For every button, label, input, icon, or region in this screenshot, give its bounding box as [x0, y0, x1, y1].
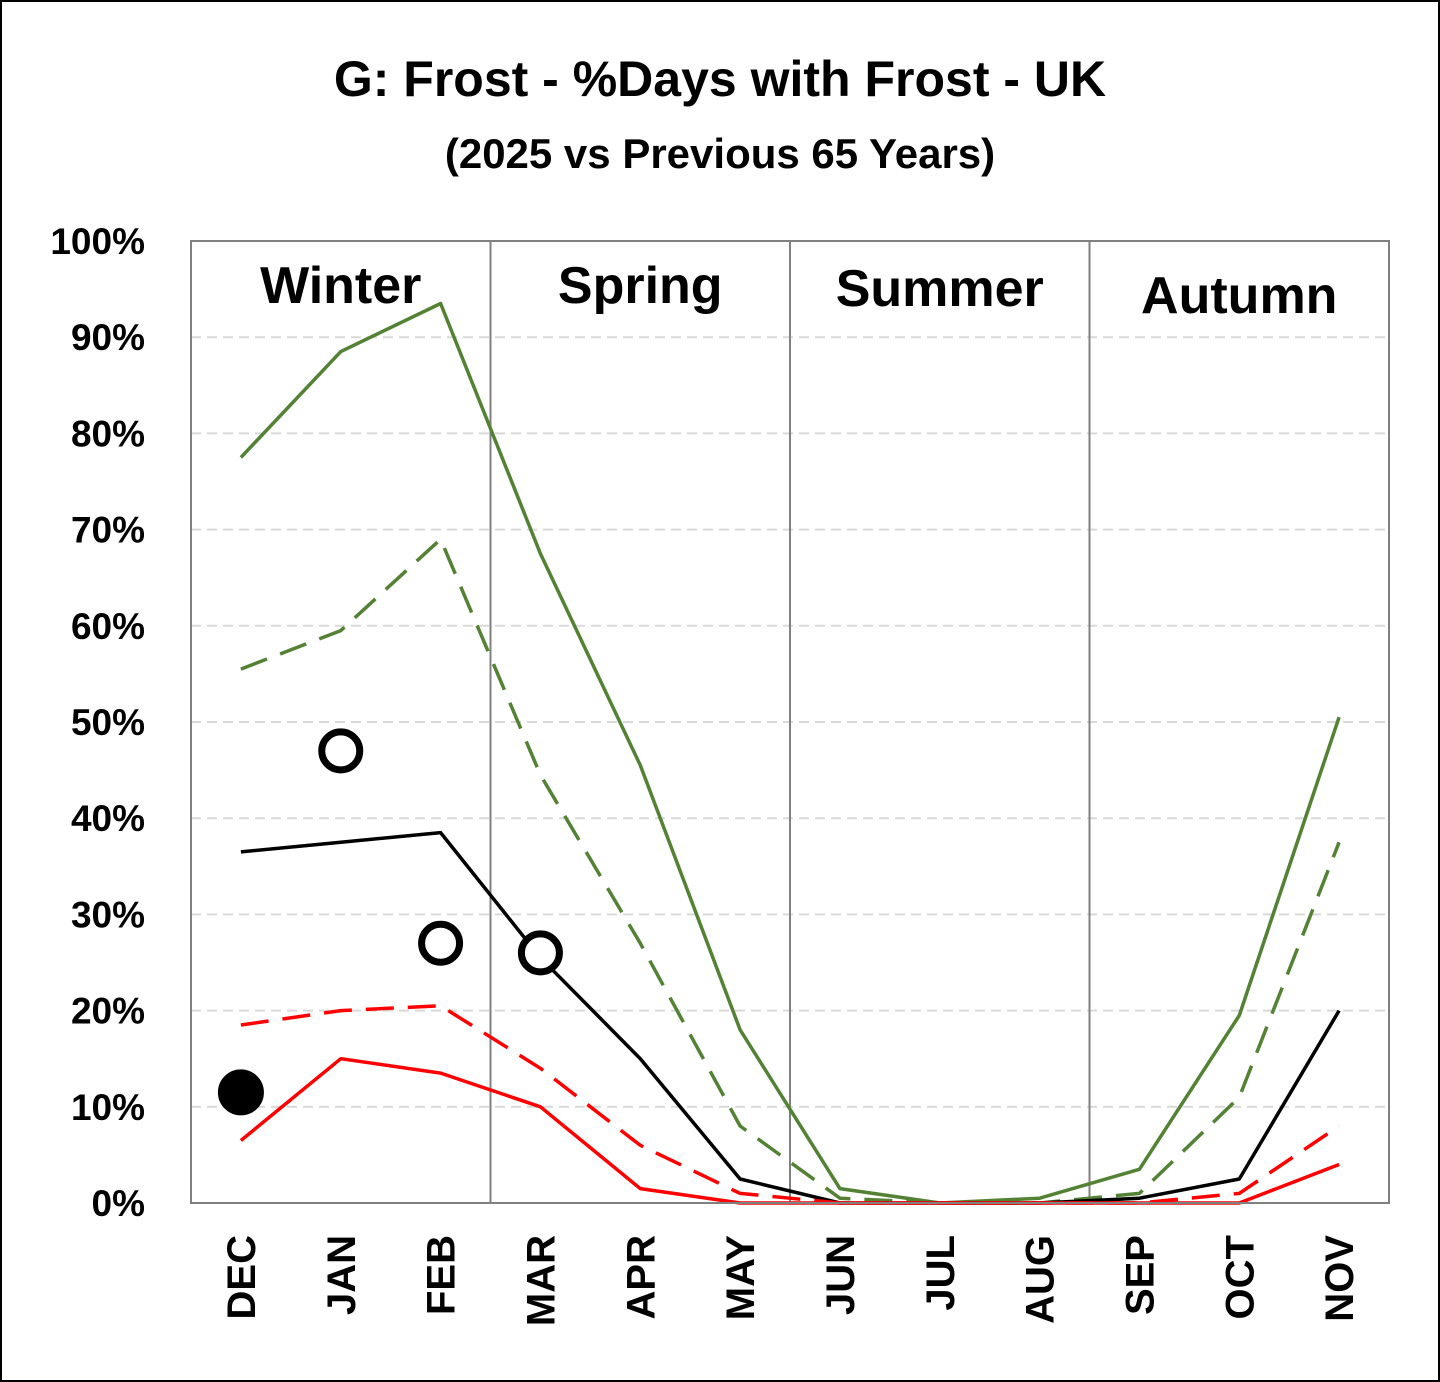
y-tick-label: 40%	[71, 798, 145, 839]
y-tick-label: 80%	[71, 413, 145, 454]
x-tick-label-mar: MAR	[519, 1235, 563, 1326]
season-labels: Winter Spring Summer Autumn	[260, 257, 1337, 325]
chart-subtitle: (2025 vs Previous 65 Years)	[445, 130, 995, 177]
chart-title: G: Frost - %Days with Frost - UK	[334, 51, 1106, 107]
season-label-spring: Spring	[558, 257, 723, 315]
x-tick-label-may: MAY	[719, 1235, 763, 1321]
y-tick-label: 60%	[71, 606, 145, 647]
year-2025-markers	[217, 728, 563, 1116]
x-tick-label-jun: JUN	[819, 1235, 863, 1315]
season-dividers	[489, 241, 1091, 1203]
y-tick-label: 100%	[50, 221, 145, 262]
y-tick-label: 10%	[71, 1087, 145, 1128]
season-label-summer: Summer	[836, 260, 1044, 318]
y-tick-label: 30%	[71, 894, 145, 935]
x-tick-label-jul: JUL	[919, 1235, 963, 1311]
season-label-winter: Winter	[260, 257, 421, 315]
x-tick-label-aug: AUG	[1019, 1235, 1063, 1324]
marker-2025-dec	[217, 1069, 264, 1116]
x-tick-label-feb: FEB	[420, 1235, 464, 1315]
marker-2025-feb	[418, 920, 464, 966]
series-lines	[239, 301, 1341, 1205]
y-tick-label: 20%	[71, 991, 145, 1032]
y-tick-label: 70%	[71, 510, 145, 551]
marker-2025-mar	[517, 930, 563, 976]
series-line-average	[240, 830, 1341, 1205]
y-axis-ticks: 0% 10% 20% 30% 40% 50% 60% 70% 80% 90% 100%	[50, 221, 145, 1224]
marker-2025-jan	[318, 728, 364, 774]
season-label-autumn: Autumn	[1141, 267, 1337, 325]
plot-area-border	[190, 240, 1390, 1204]
x-tick-label-apr: APR	[619, 1235, 663, 1320]
y-tick-label: 90%	[71, 317, 145, 358]
x-tick-label-nov: NOV	[1318, 1235, 1362, 1322]
x-axis-ticks: DEC JAN FEB MAR APR MAY JUN JUL AUG SEP OCT NOV	[220, 1235, 1362, 1326]
x-tick-label-jan: JAN	[320, 1235, 364, 1315]
x-tick-label-oct: OCT	[1218, 1235, 1262, 1319]
x-tick-label-dec: DEC	[220, 1235, 264, 1319]
y-tick-label: 50%	[71, 702, 145, 743]
x-tick-label-sep: SEP	[1118, 1235, 1162, 1315]
series-line-upper	[240, 537, 1341, 1205]
y-tick-label: 0%	[92, 1183, 145, 1224]
series-line-max	[239, 301, 1341, 1205]
